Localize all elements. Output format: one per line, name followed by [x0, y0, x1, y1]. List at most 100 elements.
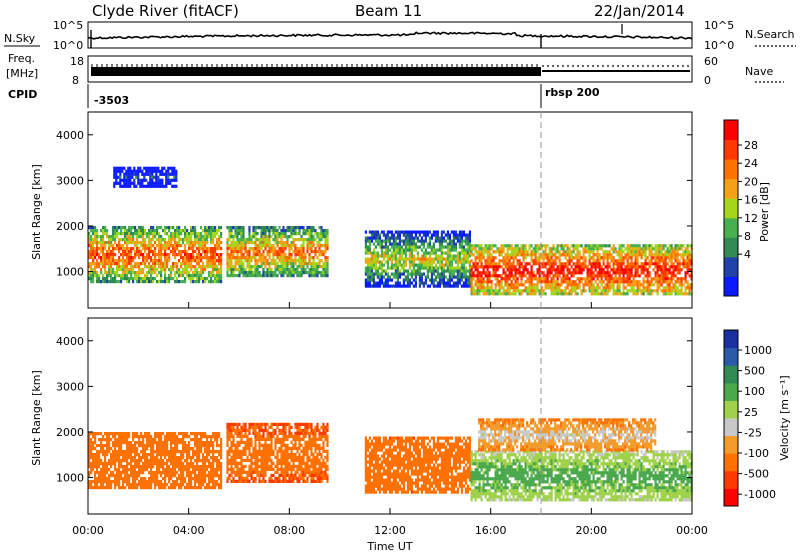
power-echo-cell [408, 257, 411, 261]
power-echo-cell [326, 268, 329, 272]
power-echo-cell [126, 271, 129, 275]
power-echo-cell [446, 233, 449, 237]
power-echo-cell [438, 242, 441, 246]
power-echo-cell [620, 280, 623, 284]
power-echo-cell [192, 226, 195, 230]
velocity-echo-cell [168, 465, 171, 469]
power-echo-cell [312, 235, 315, 239]
power-echo-cell [248, 271, 251, 275]
power-echo-cell [94, 268, 97, 272]
power-echo-cell [664, 259, 667, 263]
power-echo-cell [384, 248, 387, 252]
power-echo-cell [288, 247, 291, 251]
velocity-echo-cell [132, 486, 135, 490]
power-echo-cell [316, 250, 319, 254]
power-echo-cell [178, 271, 181, 275]
power-echo-cell [128, 268, 131, 272]
power-echo-cell [472, 265, 475, 269]
power-echo-cell [90, 265, 93, 269]
power-echo-cell [434, 248, 437, 252]
power-echo-cell [276, 235, 279, 239]
velocity-echo-cell [130, 465, 133, 469]
power-echo-cell [135, 184, 138, 188]
power-echo-cell [133, 184, 136, 188]
power-echo-cell [550, 292, 553, 296]
power-echo-cell [142, 244, 145, 248]
power-echo-cell [306, 232, 309, 236]
power-echo-cell [374, 272, 377, 276]
power-echo-cell [113, 172, 116, 176]
power-echo-cell [430, 233, 433, 237]
power-echo-cell [170, 268, 173, 272]
power-echo-cell [138, 268, 141, 272]
power-echo-cell [200, 226, 203, 230]
power-echo-cell [450, 266, 453, 270]
velocity-echo-cell [144, 477, 147, 481]
power-echo-cell [404, 263, 407, 267]
power-echo-cell [113, 181, 116, 185]
velocity-echo-cell [114, 477, 117, 481]
velocity-echo-cell [100, 441, 103, 445]
velocity-echo-cell [102, 453, 105, 457]
power-echo-cell [612, 259, 615, 263]
power-echo-cell [570, 265, 573, 269]
power-echo-cell [378, 239, 381, 243]
power-echo-cell [292, 262, 295, 266]
power-echo-cell [398, 233, 401, 237]
power-echo-cell [216, 247, 219, 251]
power-echo-cell [666, 268, 669, 272]
velocity-echo-cell [104, 444, 107, 448]
power-echo-cell [654, 280, 657, 284]
power-echo-cell [154, 250, 157, 254]
power-echo-cell [276, 250, 279, 254]
power-echo-cell [126, 253, 129, 257]
power-echo-cell [446, 257, 449, 261]
power-echo-cell [420, 242, 423, 246]
power-echo-cell [606, 274, 609, 278]
power-echo-cell [474, 247, 477, 251]
velocity-echo-cell [172, 432, 175, 436]
power-echo-cell [288, 256, 291, 260]
velocity-echo-cell [122, 465, 125, 469]
power-echo-cell [127, 169, 130, 173]
power-echo-cell [118, 244, 121, 248]
power-echo-cell [624, 247, 627, 251]
power-echo-cell [416, 251, 419, 255]
velocity-echo-cell [128, 477, 131, 481]
power-echo-cell [440, 272, 443, 276]
power-echo-cell [530, 274, 533, 278]
power-echo-cell [122, 277, 125, 281]
power-echo-cell [274, 262, 277, 266]
velocity-echo-cell [160, 441, 163, 445]
power-echo-cell [155, 178, 158, 182]
velocity-echo-cell [154, 471, 157, 475]
power-echo-cell [324, 256, 327, 260]
power-echo-cell [208, 265, 211, 269]
power-echo-cell [602, 274, 605, 278]
power-echo-cell [498, 262, 501, 266]
power-echo-cell [214, 265, 217, 269]
power-echo-cell [122, 238, 125, 242]
power-echo-cell [512, 253, 515, 257]
power-echo-cell [662, 271, 665, 275]
power-echo-cell [180, 250, 183, 254]
power-echo-cell [145, 178, 148, 182]
power-echo-cell [584, 265, 587, 269]
power-echo-cell [522, 247, 525, 251]
power-echo-cell [432, 260, 435, 264]
power-echo-cell [484, 274, 487, 278]
velocity-echo-cell [104, 480, 107, 484]
power-echo-cell [110, 244, 113, 248]
power-echo-cell [106, 232, 109, 236]
power-echo-cell [388, 266, 391, 270]
power-echo-cell [492, 250, 495, 254]
power-echo-cell [644, 268, 647, 272]
power-echo-cell [672, 262, 675, 266]
power-echo-cell [598, 274, 601, 278]
power-echo-cell [460, 239, 463, 243]
velocity-echo-cell [126, 441, 129, 445]
power-echo-cell [536, 250, 539, 254]
power-echo-cell [546, 283, 549, 287]
power-echo-cell [564, 280, 567, 284]
power-echo-cell [264, 238, 267, 242]
